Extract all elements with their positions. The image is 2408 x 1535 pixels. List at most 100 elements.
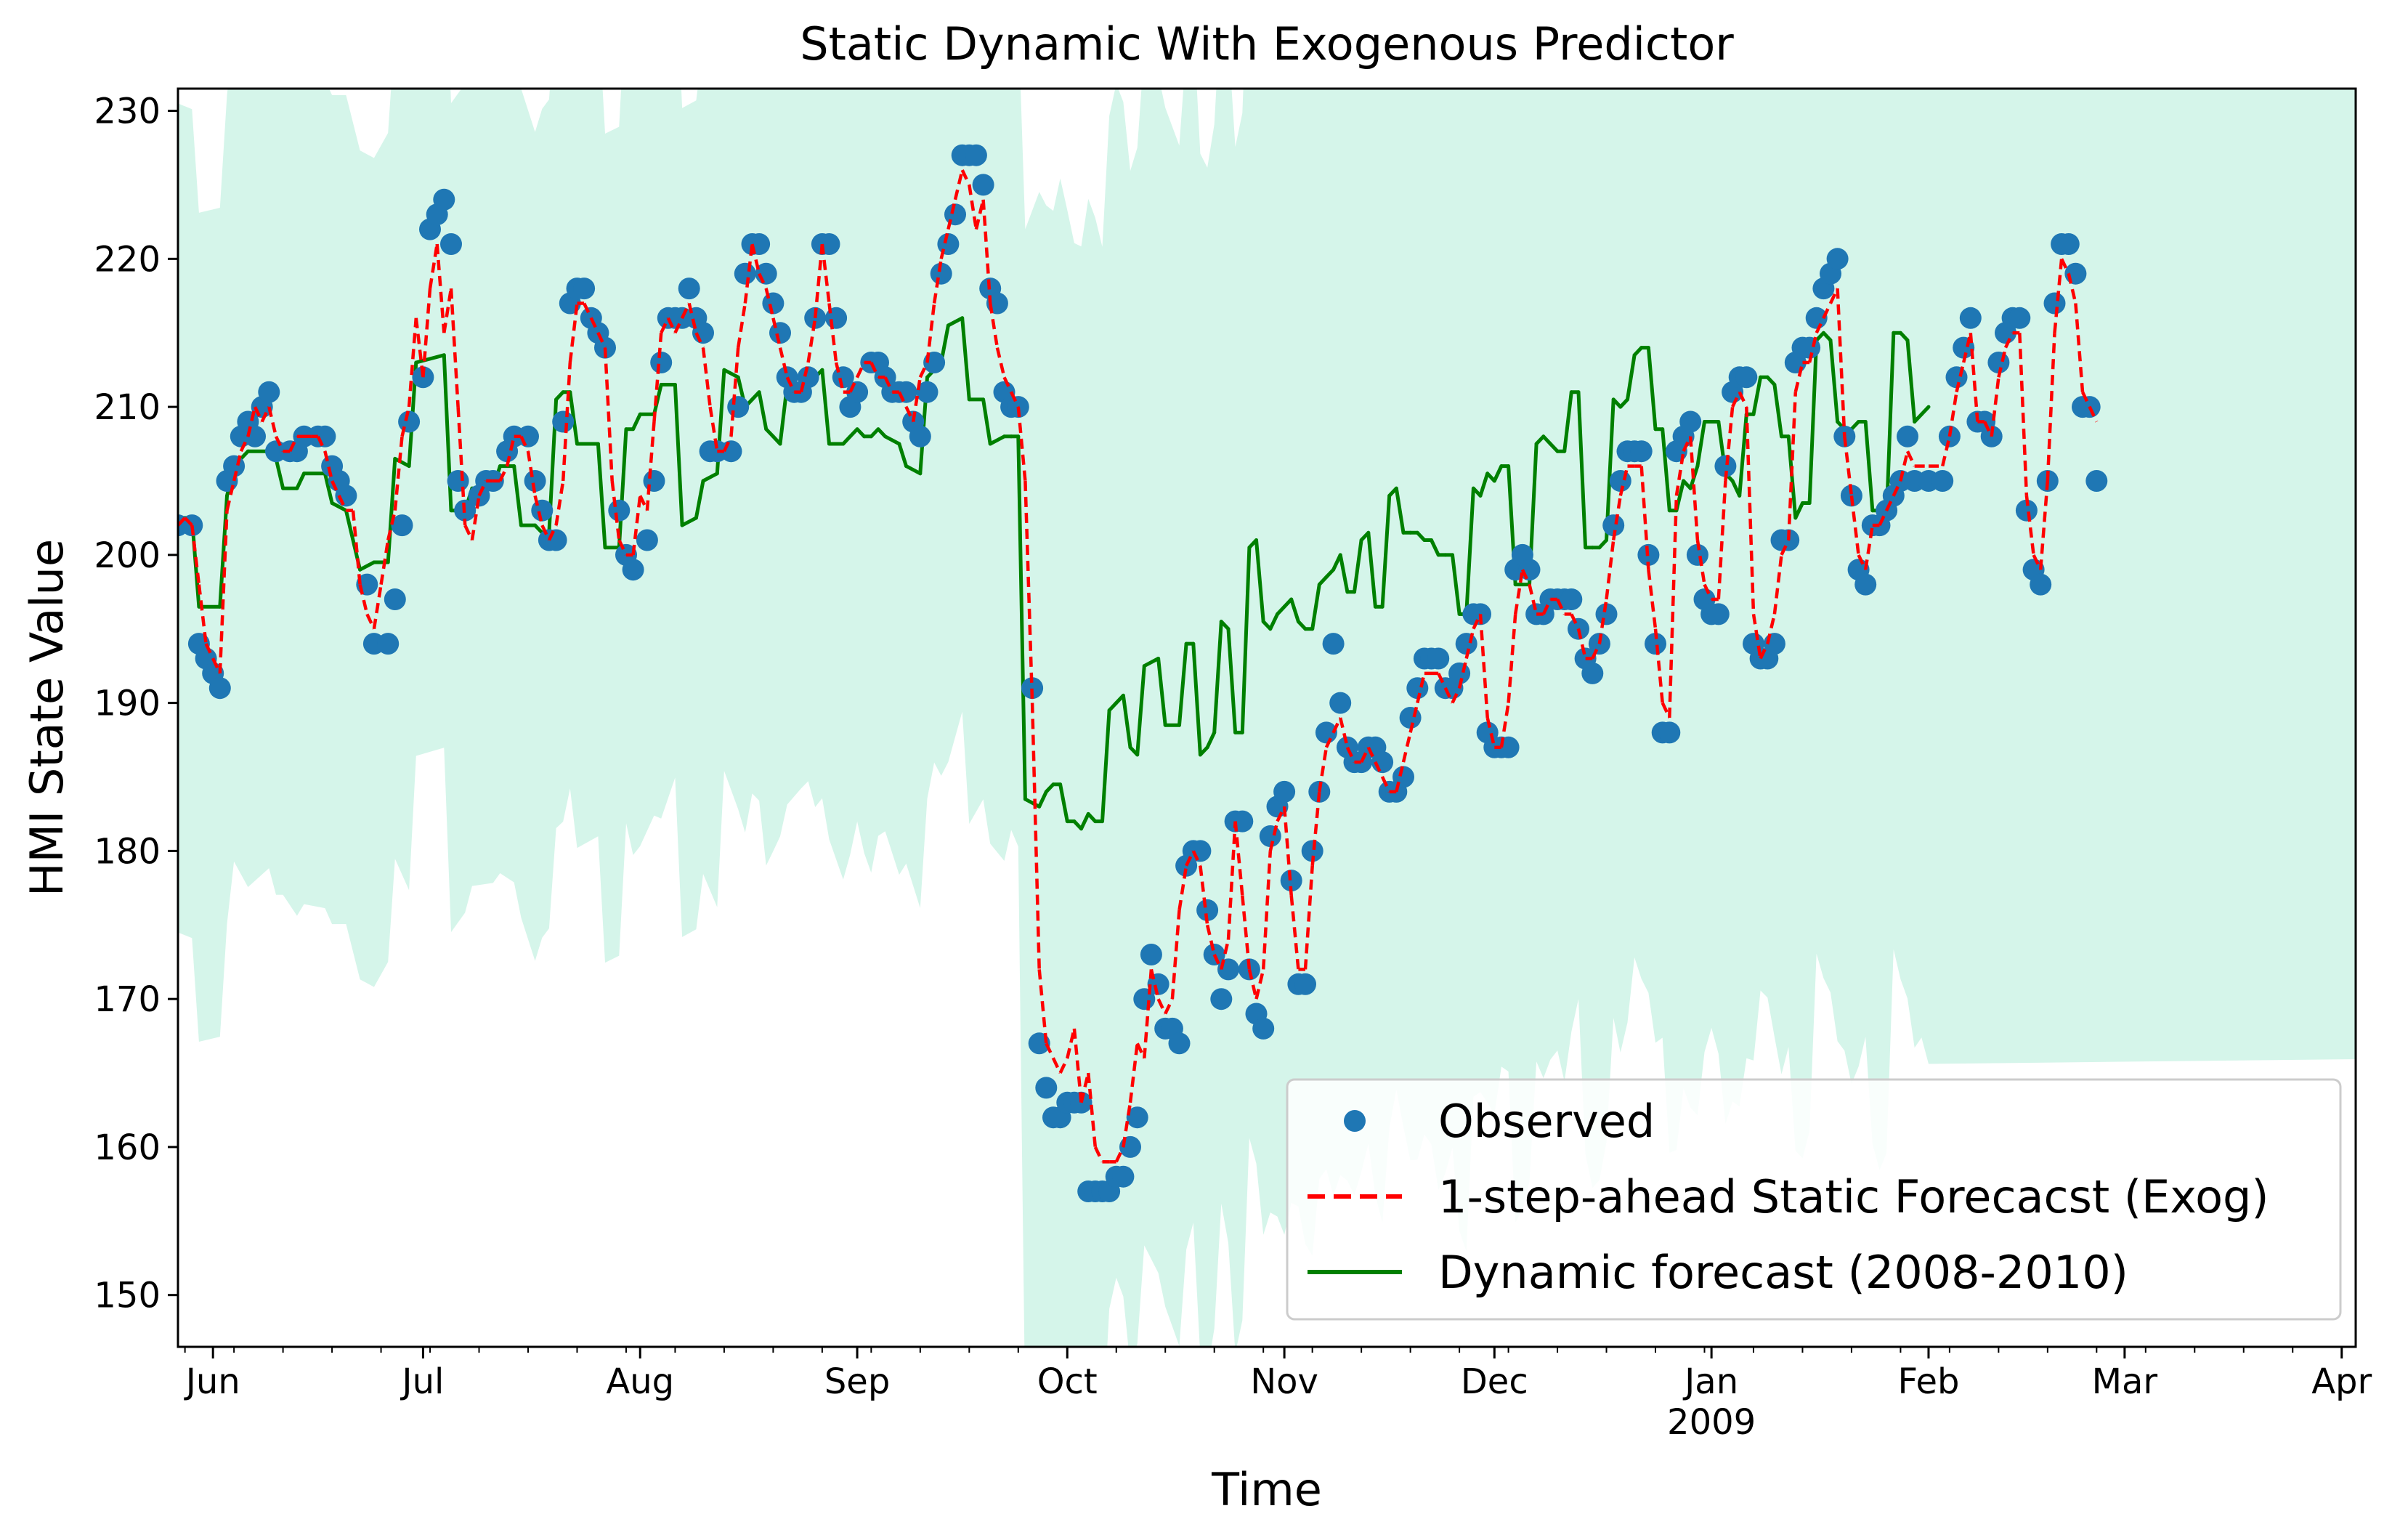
dynamic-forecast-segment	[1016, 434, 1027, 801]
static-forecast-segment	[631, 495, 642, 556]
static-forecast-segment	[1611, 495, 1623, 540]
observed-point	[1581, 662, 1604, 684]
static-forecast-segment	[1226, 821, 1237, 940]
observed-point	[2043, 292, 2066, 315]
static-forecast-segment	[547, 525, 558, 541]
observed-point	[2085, 470, 2108, 492]
dynamic-forecast-segment	[1310, 583, 1321, 631]
static-forecast-segment	[911, 376, 923, 422]
y-axis-label: HMI State Value	[20, 539, 73, 896]
static-forecast-segment	[1072, 1028, 1083, 1103]
dynamic-forecast-segment	[1919, 405, 1931, 416]
static-forecast-segment	[183, 517, 193, 527]
dynamic-forecast-segment	[1380, 493, 1392, 609]
static-forecast-segment	[351, 510, 362, 585]
static-forecast-segment	[750, 243, 761, 275]
static-forecast-segment	[2060, 258, 2070, 275]
dynamic-forecast-segment	[1626, 353, 1637, 402]
static-forecast-segment	[827, 303, 838, 363]
static-forecast-segment	[771, 317, 782, 349]
static-forecast-segment	[561, 362, 572, 482]
static-forecast-segment	[897, 391, 908, 408]
static-forecast-segment	[260, 406, 271, 423]
chart-title: Static Dynamic With Exogenous Predictor	[800, 17, 1734, 70]
dynamic-forecast-segment	[1562, 390, 1573, 453]
static-forecast-segment	[1268, 821, 1279, 851]
dynamic-forecast-segment	[218, 493, 229, 609]
dynamic-forecast-segment	[883, 434, 901, 446]
static-forecast-segment	[1051, 1057, 1062, 1074]
observed-point	[398, 410, 421, 433]
static-forecast-segment	[1472, 613, 1483, 630]
static-forecast-segment	[1682, 435, 1693, 453]
static-forecast-segment	[1345, 746, 1356, 764]
static-forecast-segment	[1941, 436, 1952, 467]
observed-point	[1301, 840, 1323, 862]
observed-point	[1735, 366, 1758, 389]
static-forecast-segment	[617, 539, 628, 556]
static-forecast-segment	[1324, 732, 1335, 748]
dynamic-forecast-segment	[1492, 464, 1504, 483]
static-forecast-segment	[981, 199, 992, 304]
static-forecast-segment	[358, 584, 369, 615]
dynamic-forecast-segment	[673, 383, 684, 527]
dynamic-forecast-segment	[1268, 612, 1279, 631]
dynamic-forecast-segment	[617, 427, 628, 550]
dynamic-forecast-segment	[1289, 597, 1300, 624]
static-forecast-segment	[1016, 406, 1027, 482]
static-forecast-segment	[799, 362, 810, 393]
dynamic-forecast-segment	[1646, 346, 1658, 432]
observed-point	[1959, 307, 1982, 329]
static-forecast-segment	[1528, 584, 1539, 615]
observed-point	[972, 174, 994, 196]
static-forecast-segment	[1331, 717, 1342, 734]
static-forecast-segment	[968, 185, 978, 230]
dynamic-forecast-segment	[596, 442, 607, 550]
dynamic-forecast-segment	[1121, 693, 1132, 750]
dynamic-forecast-segment	[1142, 657, 1161, 668]
static-forecast-segment	[694, 332, 705, 349]
y-tick-label: 170	[94, 979, 161, 1020]
static-forecast-segment	[1318, 747, 1329, 793]
dynamic-forecast-segment	[946, 316, 965, 328]
static-forecast-segment	[470, 495, 481, 540]
static-forecast-segment	[316, 435, 327, 453]
observed-point	[1259, 825, 1281, 847]
static-forecast-segment	[2018, 333, 2029, 496]
legend-dynamic-label: Dynamic forecast (2008-2010)	[1438, 1246, 2128, 1299]
dynamic-forecast-segment	[1464, 486, 1475, 616]
observed-point	[643, 470, 665, 492]
static-forecast-segment	[1464, 628, 1475, 660]
observed-point	[223, 455, 246, 477]
observed-point	[1168, 1032, 1191, 1055]
static-forecast-segment	[414, 317, 425, 378]
dynamic-forecast-segment	[1254, 538, 1265, 624]
dynamic-forecast-segment	[1828, 338, 1840, 424]
static-forecast-segment	[246, 406, 257, 437]
static-forecast-segment	[1892, 480, 1902, 497]
dynamic-forecast-segment	[1738, 412, 1748, 498]
dynamic-forecast-segment	[1695, 420, 1706, 469]
dynamic-forecast-segment	[1177, 641, 1188, 727]
static-forecast-segment	[1786, 392, 1798, 540]
static-forecast-segment	[1878, 509, 1889, 527]
observed-point	[1679, 410, 1702, 433]
observed-point	[208, 677, 231, 700]
static-forecast-segment	[2003, 332, 2014, 349]
y-tick-label: 230	[94, 92, 161, 132]
static-forecast-segment	[1983, 421, 1993, 437]
observed-point	[1273, 780, 1296, 803]
static-forecast-segment	[1639, 466, 1650, 570]
observed-point	[524, 470, 546, 492]
observed-point	[622, 559, 644, 581]
x-axis-label: Time	[1211, 1463, 1322, 1516]
static-forecast-segment	[2024, 495, 2035, 556]
static-forecast-segment	[1191, 850, 1202, 867]
observed-point	[1805, 307, 1828, 329]
static-forecast-segment	[1990, 377, 2000, 437]
static-forecast-segment	[1401, 732, 1412, 763]
observed-point	[1602, 514, 1625, 537]
observed-point	[391, 514, 413, 537]
static-forecast-segment	[218, 510, 229, 673]
